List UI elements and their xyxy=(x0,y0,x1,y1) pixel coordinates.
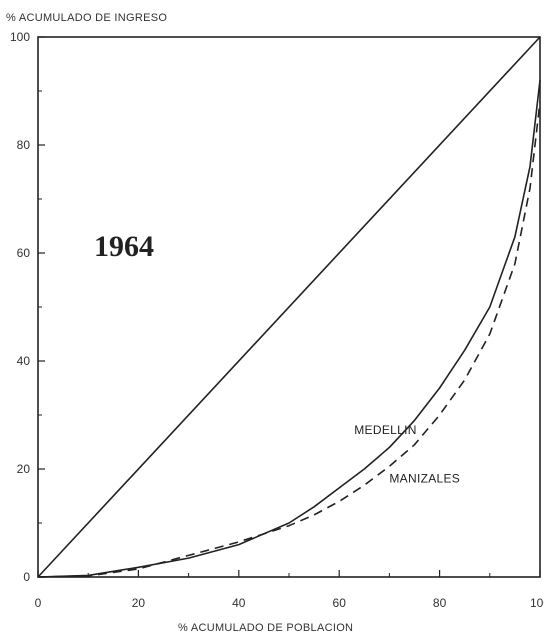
y-tick-label: 40 xyxy=(17,354,31,368)
x-tick-label: 80 xyxy=(433,596,447,610)
series-medellin-line xyxy=(37,80,541,578)
equality-line xyxy=(37,36,541,578)
series-lines xyxy=(37,36,541,578)
y-tick-label: 60 xyxy=(17,246,31,260)
series-manizales-line xyxy=(37,101,541,578)
x-axis-label: % ACUMULADO DE POBLACION xyxy=(178,622,353,634)
y-tick-label: 80 xyxy=(17,138,31,152)
x-tick-label: 60 xyxy=(333,596,347,610)
y-tick-label: 100 xyxy=(10,30,30,44)
y-tick-label: 20 xyxy=(17,462,31,476)
series-label-manizales: MANIZALES xyxy=(389,472,460,486)
x-tick-label: 40 xyxy=(232,596,246,610)
chart-title: 1964 xyxy=(94,230,154,263)
axis-ticks: 0 20 40 60 80 100 0 20 40 60 80 100 xyxy=(10,30,544,610)
x-tick-label: 100 xyxy=(530,596,544,610)
y-tick-label: 0 xyxy=(23,570,30,584)
x-tick-label: 20 xyxy=(132,596,146,610)
series-annotations: MEDELLIN MANIZALES xyxy=(354,423,460,486)
series-label-medellin: MEDELLIN xyxy=(354,423,416,437)
y-axis-label: % ACUMULADO DE INGRESO xyxy=(6,12,167,24)
x-tick-label: 0 xyxy=(35,596,42,610)
